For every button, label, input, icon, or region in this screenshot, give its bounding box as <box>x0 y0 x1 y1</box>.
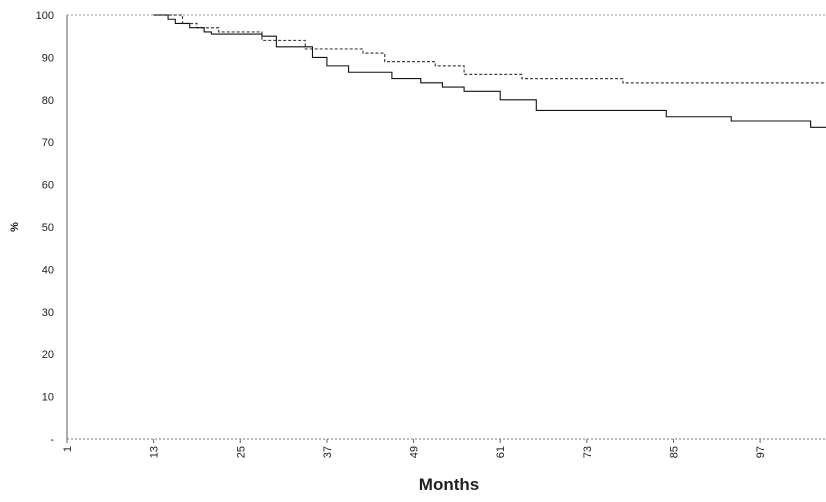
x-tick-label: 61 <box>495 446 507 458</box>
y-tick-label: - <box>50 434 54 446</box>
x-tick-label: 49 <box>409 446 421 458</box>
x-tick-label: 25 <box>235 446 247 458</box>
y-tick-label: 80 <box>42 95 54 107</box>
x-ticks: 11325374961738597109121133145157 <box>62 439 767 458</box>
x-tick-label: 1 <box>62 446 74 452</box>
x-axis-label: Months <box>419 475 479 494</box>
x-tick-label: 37 <box>322 446 334 458</box>
x-tick-label: 13 <box>149 446 161 458</box>
series-line-abvd-mopp <box>153 14 826 128</box>
series-group <box>153 14 826 128</box>
series-line-abvd-opp <box>153 14 826 84</box>
y-tick-label: 10 <box>42 392 54 404</box>
y-tick-label: 20 <box>42 349 54 361</box>
y-tick-label: 60 <box>42 180 54 192</box>
y-ticks: - 10 20 30 40 50 60 70 80 90 100 <box>36 10 55 446</box>
axes <box>66 14 826 440</box>
y-tick-label: 30 <box>42 307 54 319</box>
x-tick-label: 85 <box>668 446 680 458</box>
y-tick-label: 50 <box>42 222 54 234</box>
x-tick-label: 73 <box>582 446 594 458</box>
y-tick-label: 40 <box>42 264 54 276</box>
x-tick-label: 97 <box>755 446 767 458</box>
y-tick-label: 90 <box>42 52 54 64</box>
y-tick-label: 70 <box>42 137 54 149</box>
y-tick-label: 100 <box>36 10 54 22</box>
y-axis-label: % <box>9 222 21 232</box>
